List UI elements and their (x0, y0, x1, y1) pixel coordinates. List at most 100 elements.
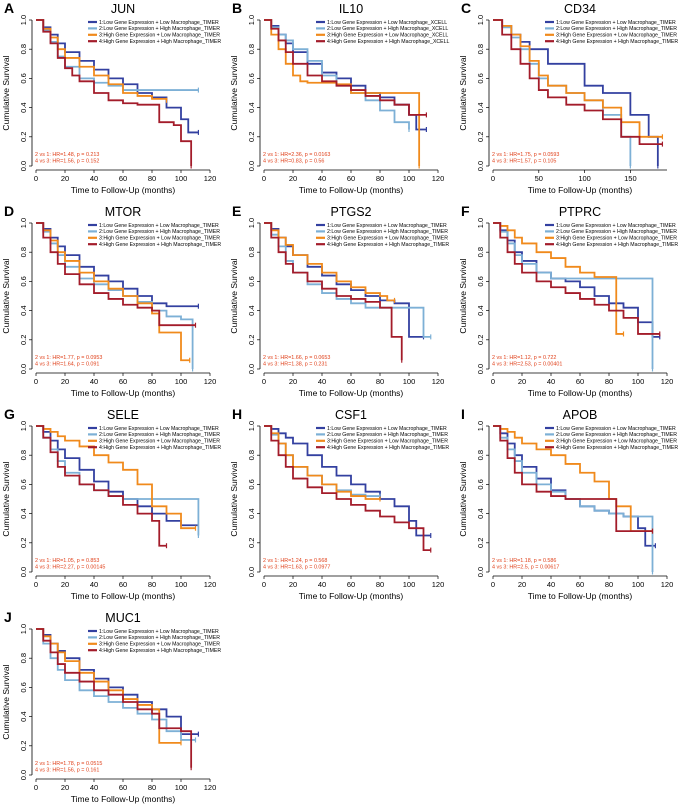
x-tick-label: 0 (262, 174, 266, 183)
y-tick-label: 0.4 (247, 305, 256, 315)
y-tick-label: 0.2 (247, 132, 256, 142)
panel-b: B IL10 0 20 40 60 80 100 120 0.0 0.2 0.4 0.6 0.8 1.0 Ti… (229, 0, 450, 195)
y-axis-title: Cumulative Survival (458, 461, 468, 536)
y-tick-label: 1.0 (19, 421, 28, 431)
survival-curve-series-3 (493, 222, 624, 335)
y-tick-label: 0.0 (476, 567, 485, 577)
x-tick-label: 100 (632, 580, 645, 589)
y-tick-label: 0.2 (476, 132, 485, 142)
x-tick-label: 80 (376, 174, 384, 183)
y-axis-title: Cumulative Survival (229, 461, 239, 536)
x-tick-label: 40 (90, 783, 98, 792)
y-tick-label: 0.2 (476, 538, 485, 548)
x-tick-label: 40 (547, 377, 555, 386)
hr-annotation: 4 vs 3: HR=1.56, p = 0.161 (35, 768, 99, 774)
survival-curve-series-1 (264, 425, 431, 537)
survival-curve-series-3 (36, 222, 190, 362)
y-tick-label: 0.6 (247, 479, 256, 489)
y-tick-label: 0.0 (19, 567, 28, 577)
legend-label: 2:Low Gene Expression + High Macrophage_… (99, 26, 220, 32)
legend-label: 4:High Gene Expression + High Macrophage… (327, 242, 449, 248)
y-tick-label: 1.0 (247, 218, 256, 228)
hr-annotation: 2 vs 1: HR=1.24, p = 0.568 (263, 558, 327, 564)
legend-label: 2:Low Gene Expression + High Macrophage_… (556, 229, 677, 235)
legend-label: 3:High Gene Expression + Low Macrophage_… (99, 439, 220, 445)
survival-curve-series-3 (36, 425, 196, 530)
y-tick-label: 0.6 (19, 73, 28, 83)
survival-curve-series-4 (36, 628, 193, 768)
panel-letter: B (232, 0, 242, 16)
panel-h: H CSF1 0 20 40 60 80 100 120 0.0 0.2 0.4 0.6 0.8 1.0 Ti… (229, 406, 449, 601)
hr-annotation: 2 vs 1: HR=2.36, p = 0.0163 (263, 152, 330, 158)
x-tick-label: 0 (262, 377, 266, 386)
hr-annotation: 4 vs 3: HR=1.56, p = 0.152 (35, 159, 99, 165)
x-tick-label: 100 (578, 174, 591, 183)
x-tick-label: 100 (403, 377, 416, 386)
hr-annotation: 4 vs 3: HR=1.38, p = 0.231 (263, 362, 327, 368)
x-axis-title: Time to Follow-Up (months) (299, 591, 404, 601)
y-tick-label: 0.6 (476, 73, 485, 83)
x-tick-label: 120 (204, 174, 217, 183)
panel-letter: H (232, 406, 242, 422)
x-axis-title: Time to Follow-Up (months) (528, 388, 633, 398)
legend-label: 1:Low Gene Expression + Low Macrophage_T… (327, 223, 447, 229)
x-tick-label: 100 (175, 580, 188, 589)
x-axis-title: Time to Follow-Up (months) (71, 794, 176, 804)
panel-letter: I (461, 406, 465, 422)
panel-letter: F (461, 203, 470, 219)
legend-label: 3:High Gene Expression + Low Macrophage_… (327, 236, 448, 242)
survival-curve-series-2 (36, 628, 196, 741)
survival-curve-series-4 (264, 425, 431, 551)
y-axis-title: Cumulative Survival (458, 55, 468, 130)
legend-label: 1:Low Gene Expression + Low Macrophage_T… (556, 426, 676, 432)
y-tick-label: 0.0 (247, 567, 256, 577)
y-tick-label: 0.6 (247, 276, 256, 286)
y-tick-label: 0.6 (476, 276, 485, 286)
x-tick-label: 100 (175, 174, 188, 183)
panel-title: APOB (563, 408, 598, 422)
x-tick-label: 20 (518, 580, 526, 589)
hr-annotation: 2 vs 1: HR=1.12, p = 0.722 (492, 355, 556, 361)
x-tick-label: 40 (318, 174, 326, 183)
hr-annotation: 4 vs 3: HR=2.27, p = 0.00145 (35, 565, 105, 571)
y-tick-label: 0.6 (247, 73, 256, 83)
y-tick-label: 0.2 (476, 335, 485, 345)
x-tick-label: 80 (376, 377, 384, 386)
panel-title: CD34 (564, 2, 596, 16)
hr-annotation: 2 vs 1: HR=1.75, p = 0.0593 (492, 152, 559, 158)
x-tick-label: 20 (518, 377, 526, 386)
y-tick-label: 1.0 (247, 15, 256, 25)
x-tick-label: 20 (61, 783, 69, 792)
legend-label: 2:Low Gene Expression + High Macrophage_… (327, 432, 448, 438)
y-tick-label: 0.2 (19, 538, 28, 548)
y-tick-label: 0.2 (247, 538, 256, 548)
x-tick-label: 40 (318, 377, 326, 386)
x-tick-label: 60 (347, 580, 355, 589)
x-tick-label: 40 (547, 580, 555, 589)
x-tick-label: 0 (491, 377, 495, 386)
hr-annotation: 2 vs 1: HR=1.18, p = 0.586 (492, 558, 556, 564)
legend-label: 3:High Gene Expression + Low Macrophage_… (99, 236, 220, 242)
y-tick-label: 0.4 (476, 102, 485, 112)
x-tick-label: 80 (148, 174, 156, 183)
survival-curve-series-4 (264, 19, 427, 116)
y-tick-label: 0.4 (476, 305, 485, 315)
y-tick-label: 0.6 (19, 682, 28, 692)
y-tick-label: 0.6 (19, 479, 28, 489)
y-tick-label: 0.2 (19, 741, 28, 751)
x-tick-label: 20 (61, 580, 69, 589)
x-axis-title: Time to Follow-Up (months) (71, 388, 176, 398)
x-tick-label: 100 (403, 174, 416, 183)
legend-label: 1:Low Gene Expression + Low Macrophage_T… (327, 426, 447, 432)
x-tick-label: 20 (289, 377, 297, 386)
survival-curve-series-4 (493, 222, 660, 335)
panel-title: PTGS2 (331, 205, 372, 219)
panel-letter: G (4, 406, 15, 422)
x-tick-label: 150 (624, 174, 637, 183)
x-tick-label: 80 (148, 580, 156, 589)
hr-annotation: 4 vs 3: HR=1.57, p = 0.105 (492, 159, 556, 165)
x-tick-label: 80 (605, 580, 613, 589)
hr-annotation: 2 vs 1: HR=1.77, p = 0.0953 (35, 355, 102, 361)
y-tick-label: 1.0 (476, 218, 485, 228)
legend-label: 1:Low Gene Expression + Low Macrophage_T… (556, 20, 676, 26)
